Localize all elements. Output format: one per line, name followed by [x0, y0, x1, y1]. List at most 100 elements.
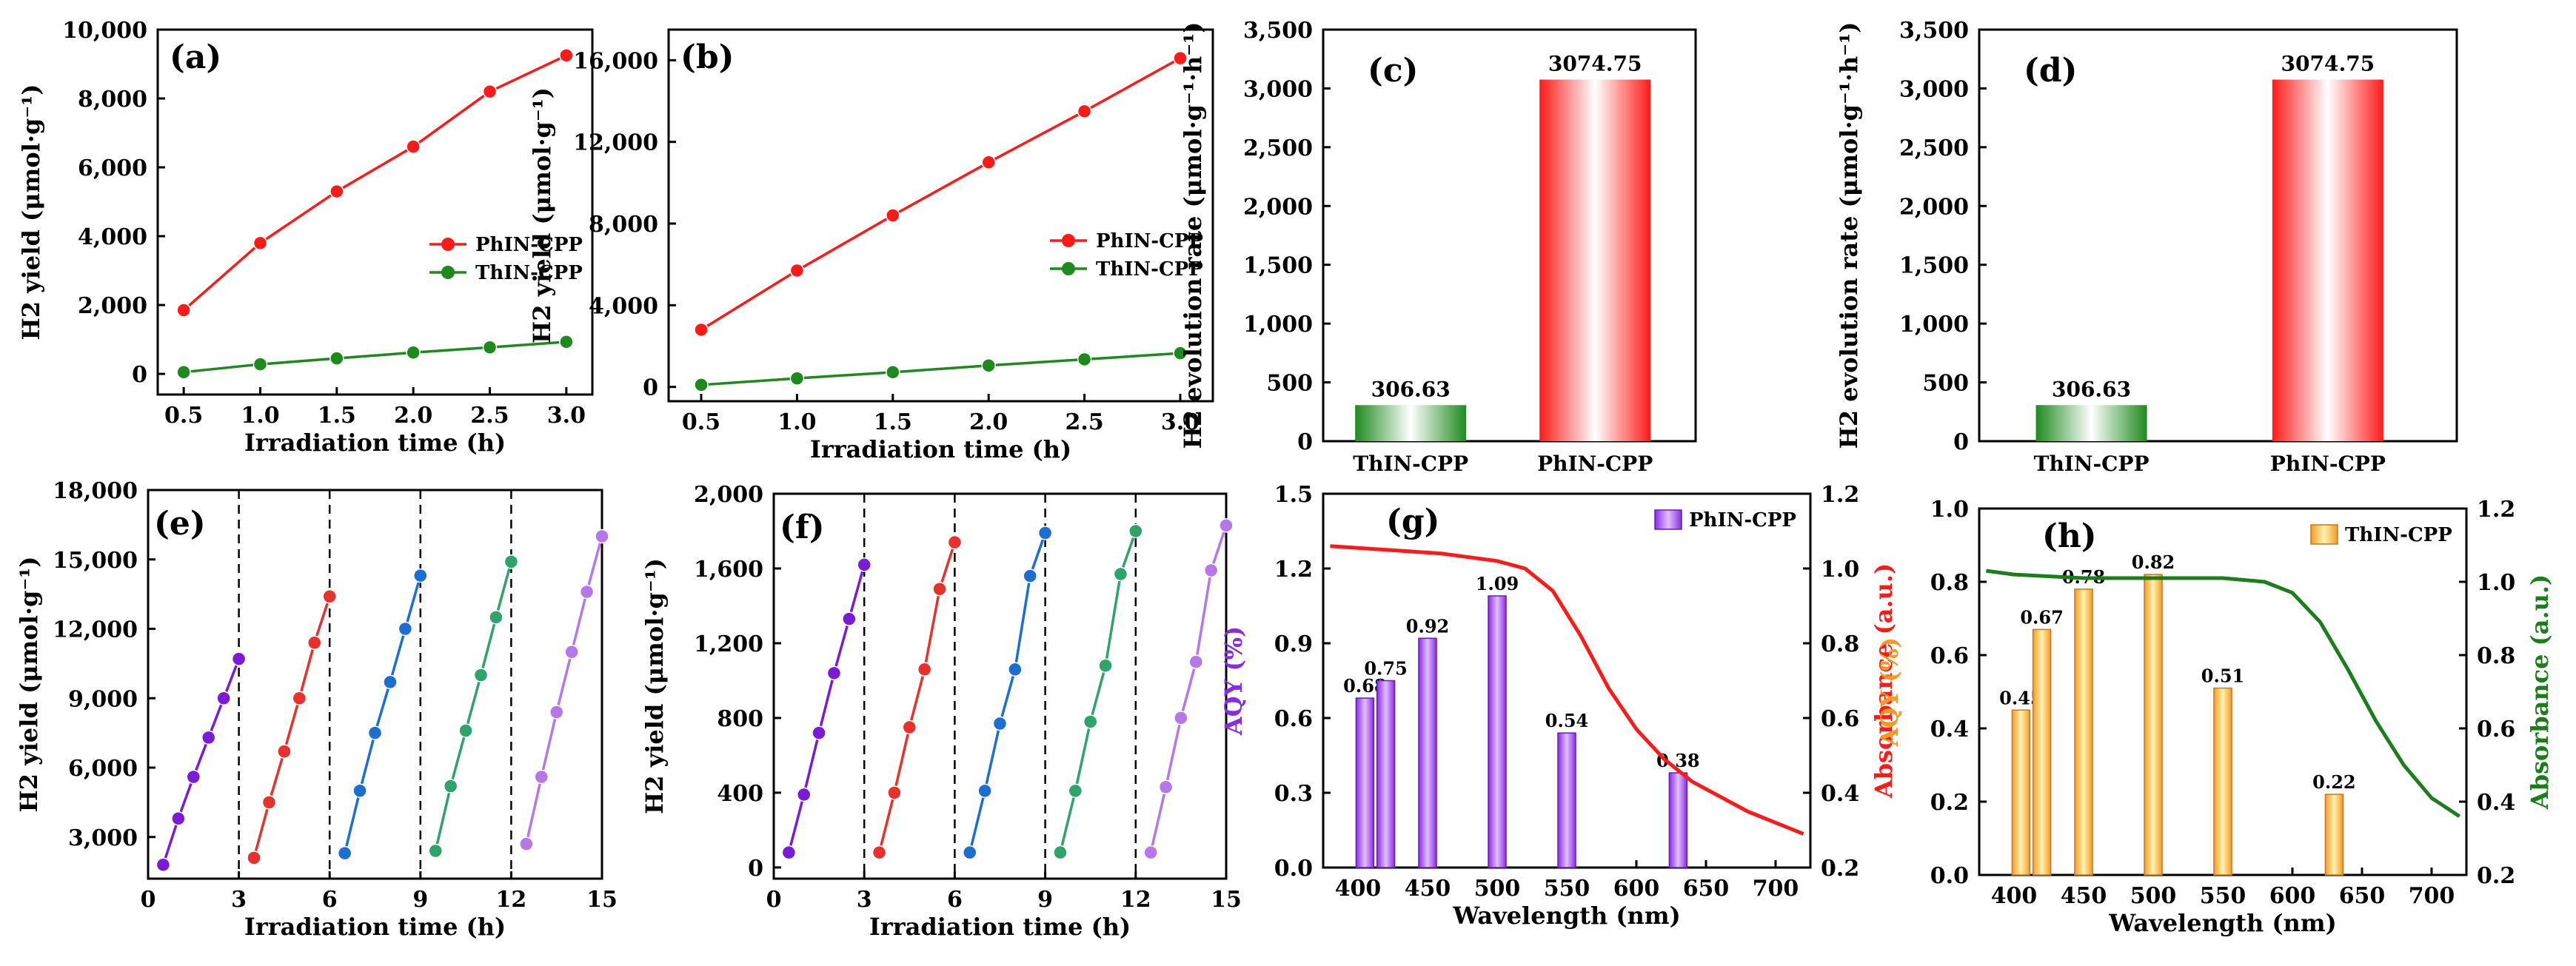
panel-b: 0 4,000 8,000 12,000 16,000 0.5 1.0 1.5 2.0 2.5 3.…	[528, 28, 1214, 463]
panel-label: (f)	[780, 509, 825, 546]
data-point	[872, 845, 887, 860]
legend-marker	[441, 238, 455, 251]
plot-frame	[772, 492, 1228, 880]
bar-value-label: 0.22	[2312, 771, 2355, 793]
y-axis-title: H2 yield (μmol·g⁻¹)	[15, 557, 43, 813]
cycle-line-4	[1059, 530, 1137, 853]
data-point	[796, 787, 812, 802]
aqy-bar-500	[2144, 574, 2163, 876]
data-point	[252, 357, 268, 372]
legend-marker	[1062, 234, 1075, 247]
data-point	[1173, 346, 1188, 360]
cycle-line-5	[1149, 525, 1228, 853]
data-point	[694, 322, 709, 338]
aqy-bar-500	[1488, 595, 1507, 868]
bar-value-label: 306.63	[1371, 377, 1451, 401]
panel-a: 0 2,000 4,000 6,000 8,000 10,000 0.5 1.0 1.5 2.0 2…	[17, 18, 594, 457]
data-point	[322, 589, 337, 604]
data-point	[1174, 711, 1188, 725]
y-axis-tick-label: 0	[1953, 429, 1969, 455]
data-point	[231, 651, 247, 666]
data-point	[595, 529, 609, 544]
data-point	[413, 568, 428, 583]
bar-ThIN-CPP	[1355, 405, 1467, 441]
x-axis-tick-label: 0	[766, 887, 782, 913]
panel-label: (h)	[2042, 517, 2097, 555]
data-point	[329, 351, 344, 366]
x-axis-tick-label: 3	[857, 887, 872, 913]
y-axis-tick-label: 2,000	[1243, 194, 1313, 220]
bar-value-label: 0.82	[2132, 551, 2175, 573]
data-point	[216, 691, 231, 705]
legend-swatch	[2310, 524, 2338, 545]
data-point	[383, 674, 398, 690]
bar-value-label: 0.67	[2020, 606, 2063, 628]
x-axis-title: Irradiation time (h)	[810, 435, 1071, 463]
aqy-bar-630	[1668, 772, 1688, 868]
y2-axis-tick-label: 1.2	[1821, 482, 1859, 508]
bar-ThIN-CPP	[2035, 405, 2147, 441]
x-axis-tick-label: 400	[1335, 876, 1382, 902]
y-axis-tick-label: 0.4	[1930, 717, 1969, 742]
data-point	[292, 691, 307, 705]
bar-value-label: 3074.75	[2281, 52, 2375, 76]
aqy-bar-630	[2324, 794, 2344, 876]
data-point	[504, 554, 519, 569]
y-axis-tick-label: 0.2	[1930, 790, 1969, 816]
data-point	[482, 84, 498, 99]
bar-value-label: 0.92	[1406, 615, 1449, 637]
data-point	[482, 340, 498, 355]
data-point	[261, 795, 277, 810]
data-point	[1158, 779, 1174, 795]
data-point	[1203, 563, 1219, 578]
x-axis-category-label: ThIN-CPP	[2034, 452, 2150, 476]
y2-axis-tick-label: 0.8	[1821, 631, 1859, 657]
series-line-PhIN-CPP	[700, 57, 1181, 331]
data-point	[428, 843, 443, 859]
data-point	[489, 610, 504, 625]
data-point	[887, 785, 902, 800]
x-axis-tick-label: 15	[1211, 887, 1242, 913]
panel-c: 0 500 1,000 1,500 2,000 2,500 3,000 3,500 (c) H2 …	[1179, 18, 1697, 476]
panel-label: (e)	[154, 505, 206, 543]
panel-label: (g)	[1386, 503, 1439, 540]
absorbance-curve	[1330, 544, 1804, 836]
x-axis-title: Irradiation time (h)	[244, 913, 506, 941]
data-point	[155, 857, 171, 872]
x-axis-tick-label: 6	[322, 887, 338, 913]
data-point	[981, 155, 996, 170]
x-axis-tick-label: 6	[947, 887, 963, 913]
y-axis-tick-label: 0	[643, 375, 658, 401]
data-point	[992, 716, 1008, 731]
bar-value-label: 1.09	[1476, 573, 1519, 594]
x-axis-tick-label: 12	[496, 887, 527, 913]
data-point	[917, 662, 932, 677]
data-point	[902, 720, 917, 735]
y-axis-tick-label: 800	[717, 706, 763, 732]
data-point	[789, 263, 805, 278]
plot-frame	[1978, 28, 2458, 443]
y-axis-tick-label: 2,500	[1243, 135, 1313, 161]
aqy-bar-450	[1418, 637, 1437, 868]
data-point	[1023, 568, 1037, 583]
y-axis-tick-label: 2,000	[1899, 194, 1969, 220]
y-axis-tick-label: 1,500	[1899, 253, 1969, 279]
data-point	[549, 705, 564, 720]
data-point	[367, 725, 383, 740]
y2-axis-tick-label: 0.2	[1821, 856, 1859, 882]
y-axis-tick-label: 0.8	[1930, 570, 1969, 596]
x-axis-tick-label: 2.0	[969, 409, 1008, 435]
data-point	[1083, 714, 1098, 729]
data-point	[886, 208, 900, 223]
data-point	[247, 851, 261, 865]
x-axis-tick-label: 650	[1683, 876, 1730, 902]
x-axis-title: Irradiation time (h)	[869, 913, 1131, 941]
data-point	[1188, 654, 1204, 669]
y2-axis-tick-label: 0.6	[1821, 706, 1859, 732]
y2-axis-tick-label: 0.2	[2477, 863, 2515, 889]
y-axis-tick-label: 3,000	[1899, 76, 1969, 102]
x-axis-tick-label: 3	[231, 887, 247, 913]
data-point	[886, 365, 900, 380]
aqy-bar-550	[2213, 687, 2232, 876]
